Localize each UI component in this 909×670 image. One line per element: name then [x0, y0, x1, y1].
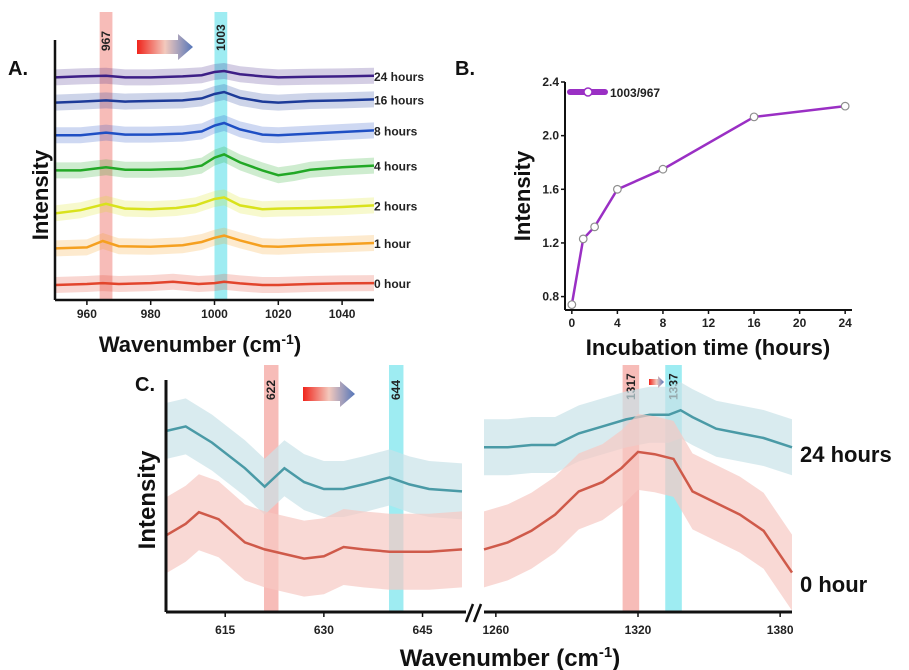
panel-b-point-16 [749, 112, 759, 122]
panel-a-series-label-2-hours: 2 hours [374, 199, 418, 213]
panel-b-label: B. [455, 58, 475, 80]
panel-a-x-axis-title-close: ) [294, 332, 301, 357]
panel-c-series-0-hour-left [165, 510, 463, 560]
panel-b-point-24 [840, 101, 850, 111]
panel-a-series-1-hour [54, 234, 375, 250]
panel-b-x-axis-title: Incubation time (hours) [586, 335, 830, 360]
panel-b-x-tick-0: 0 [568, 316, 575, 330]
panel-b-point-1 [578, 234, 588, 244]
panel-a-series-4-hours [55, 153, 375, 177]
panel-c-series-24-hours-left [165, 425, 463, 493]
panel-c-band-0-hour-left [166, 474, 462, 597]
panel-a-x-axis-title: Wavenumber (cm-1) [99, 331, 301, 357]
panel-b-x-tick-4: 4 [614, 316, 621, 330]
panel-a-band-16-hours [55, 84, 374, 111]
panel-c-x-tick-645: 645 [413, 623, 433, 637]
panel-a-x-tick-1040: 1040 [329, 307, 356, 321]
panel-c-series-label-0-hour: 0 hour [800, 572, 868, 597]
panel-b-x-tick-24: 24 [838, 316, 852, 330]
panel-a-label: A. [8, 58, 28, 80]
panel-b-y-tick-1-6: 1.6 [542, 182, 559, 196]
panel-b-y-tick-2-0: 2.0 [542, 129, 559, 143]
panel-b-point-2 [590, 222, 600, 232]
panel-c-small-shift-arrow-icon [649, 376, 664, 388]
panel-b-x-tick-12: 12 [702, 316, 716, 330]
panel-c-shift-arrow-icon [303, 381, 355, 407]
panel-c-x-tick-615: 615 [215, 623, 235, 637]
panel-a-x-tick-1000: 1000 [201, 307, 228, 321]
panel-c-x-tick-1320: 1320 [625, 623, 652, 637]
panel-a-shift-arrow-icon [137, 34, 193, 60]
panel-b-point-8 [658, 164, 668, 174]
panel-c-series-label-24-hours: 24 hours [800, 442, 892, 467]
panel-b-series-line [570, 104, 846, 305]
panel-b-point-4 [612, 184, 622, 194]
panel-a-x-tick-960: 960 [77, 307, 97, 321]
panel-c-x-tick-630: 630 [314, 623, 334, 637]
panel-a-series-label-24-hours: 24 hours [374, 70, 424, 84]
panel-b-legend: 1003/967 [567, 86, 660, 100]
panel-c-x-axis-title-main: Wavenumber (cm [400, 645, 599, 670]
panel-a-series-24-hours [54, 69, 375, 79]
panel-b-point-0 [567, 300, 577, 310]
panel-a-x-axis-title-sup: -1 [281, 331, 294, 347]
panel-a-band-label-967: 967 [99, 31, 113, 51]
panel-a-x-tick-980: 980 [141, 307, 161, 321]
panel-a-x-axis-title-main: Wavenumber (cm [99, 332, 282, 357]
panel-c-series-0-hour-right [483, 450, 794, 574]
panel-c-x-axis-title: Wavenumber (cm-1) [400, 644, 621, 670]
panel-b-x-tick-20: 20 [793, 316, 807, 330]
panel-a-band-label-1003: 1003 [214, 24, 228, 51]
panel-b-y-tick-0-8: 0.8 [542, 290, 559, 304]
panel-a-series-label-8-hours: 8 hours [374, 124, 418, 138]
panel-a-series-8-hours [55, 121, 375, 137]
panel-a-x-tick-1020: 1020 [265, 307, 292, 321]
panel-a-series-label-4-hours: 4 hours [374, 160, 418, 174]
panel-c-x-tick-1380: 1380 [767, 623, 794, 637]
panel-b-y-axis-title: Intensity [510, 150, 535, 241]
panel-c-axis-break [464, 603, 483, 623]
panel-b-legend-marker [583, 87, 593, 97]
panel-a-series-label-1-hour: 1 hour [374, 237, 411, 251]
panel-c-band-label-644: 644 [389, 380, 403, 400]
panel-c-x-axis-title-close: ) [612, 645, 620, 670]
panel-a-series-2-hours [54, 196, 375, 215]
panel-a-series-label-16-hours: 16 hours [374, 93, 424, 107]
panel-c-y-axis-title: Intensity [134, 450, 161, 549]
panel-a-band-1-hour [55, 227, 374, 257]
panel-a-band-24-hours [55, 63, 374, 86]
panel-a-y-axis-title: Intensity [28, 149, 53, 240]
panel-c-band-label-622: 622 [264, 380, 278, 400]
panel-b-y-tick-1-2: 1.2 [542, 236, 559, 250]
panel-a: A. 967 1003 0 hour 1 hour 2 hours 4 hours 8 h… [8, 12, 424, 357]
panel-c-label: C. [135, 374, 155, 396]
panel-c-band-24-hours-left [166, 398, 462, 520]
panel-b-legend-label: 1003/967 [610, 86, 660, 100]
panel-b-x-tick-8: 8 [660, 316, 667, 330]
panel-a-band-967 [99, 12, 113, 300]
panel-a-series-0-hour [54, 280, 375, 287]
panel-b: B. 0 4 8 12 16 20 24 0.8 1.2 1.6 2.0 2.4 1003/967 I… [455, 58, 852, 360]
panel-c-x-tick-1260: 1260 [482, 623, 509, 637]
panel-b-y-tick-2-4: 2.4 [542, 75, 559, 89]
panel-a-series-label-0-hour: 0 hour [374, 277, 411, 291]
panel-c: C. 62264413171337 615630645126013201380 … [134, 365, 892, 670]
panel-c-x-axis-title-sup: -1 [599, 644, 612, 661]
panel-a-band-2-hours [55, 189, 374, 222]
panel-b-x-tick-16: 16 [747, 316, 761, 330]
panel-c-series-24-hours-right [484, 408, 793, 449]
panel-a-series-16-hours [54, 90, 375, 104]
panel-a-band-8-hours [55, 115, 374, 144]
